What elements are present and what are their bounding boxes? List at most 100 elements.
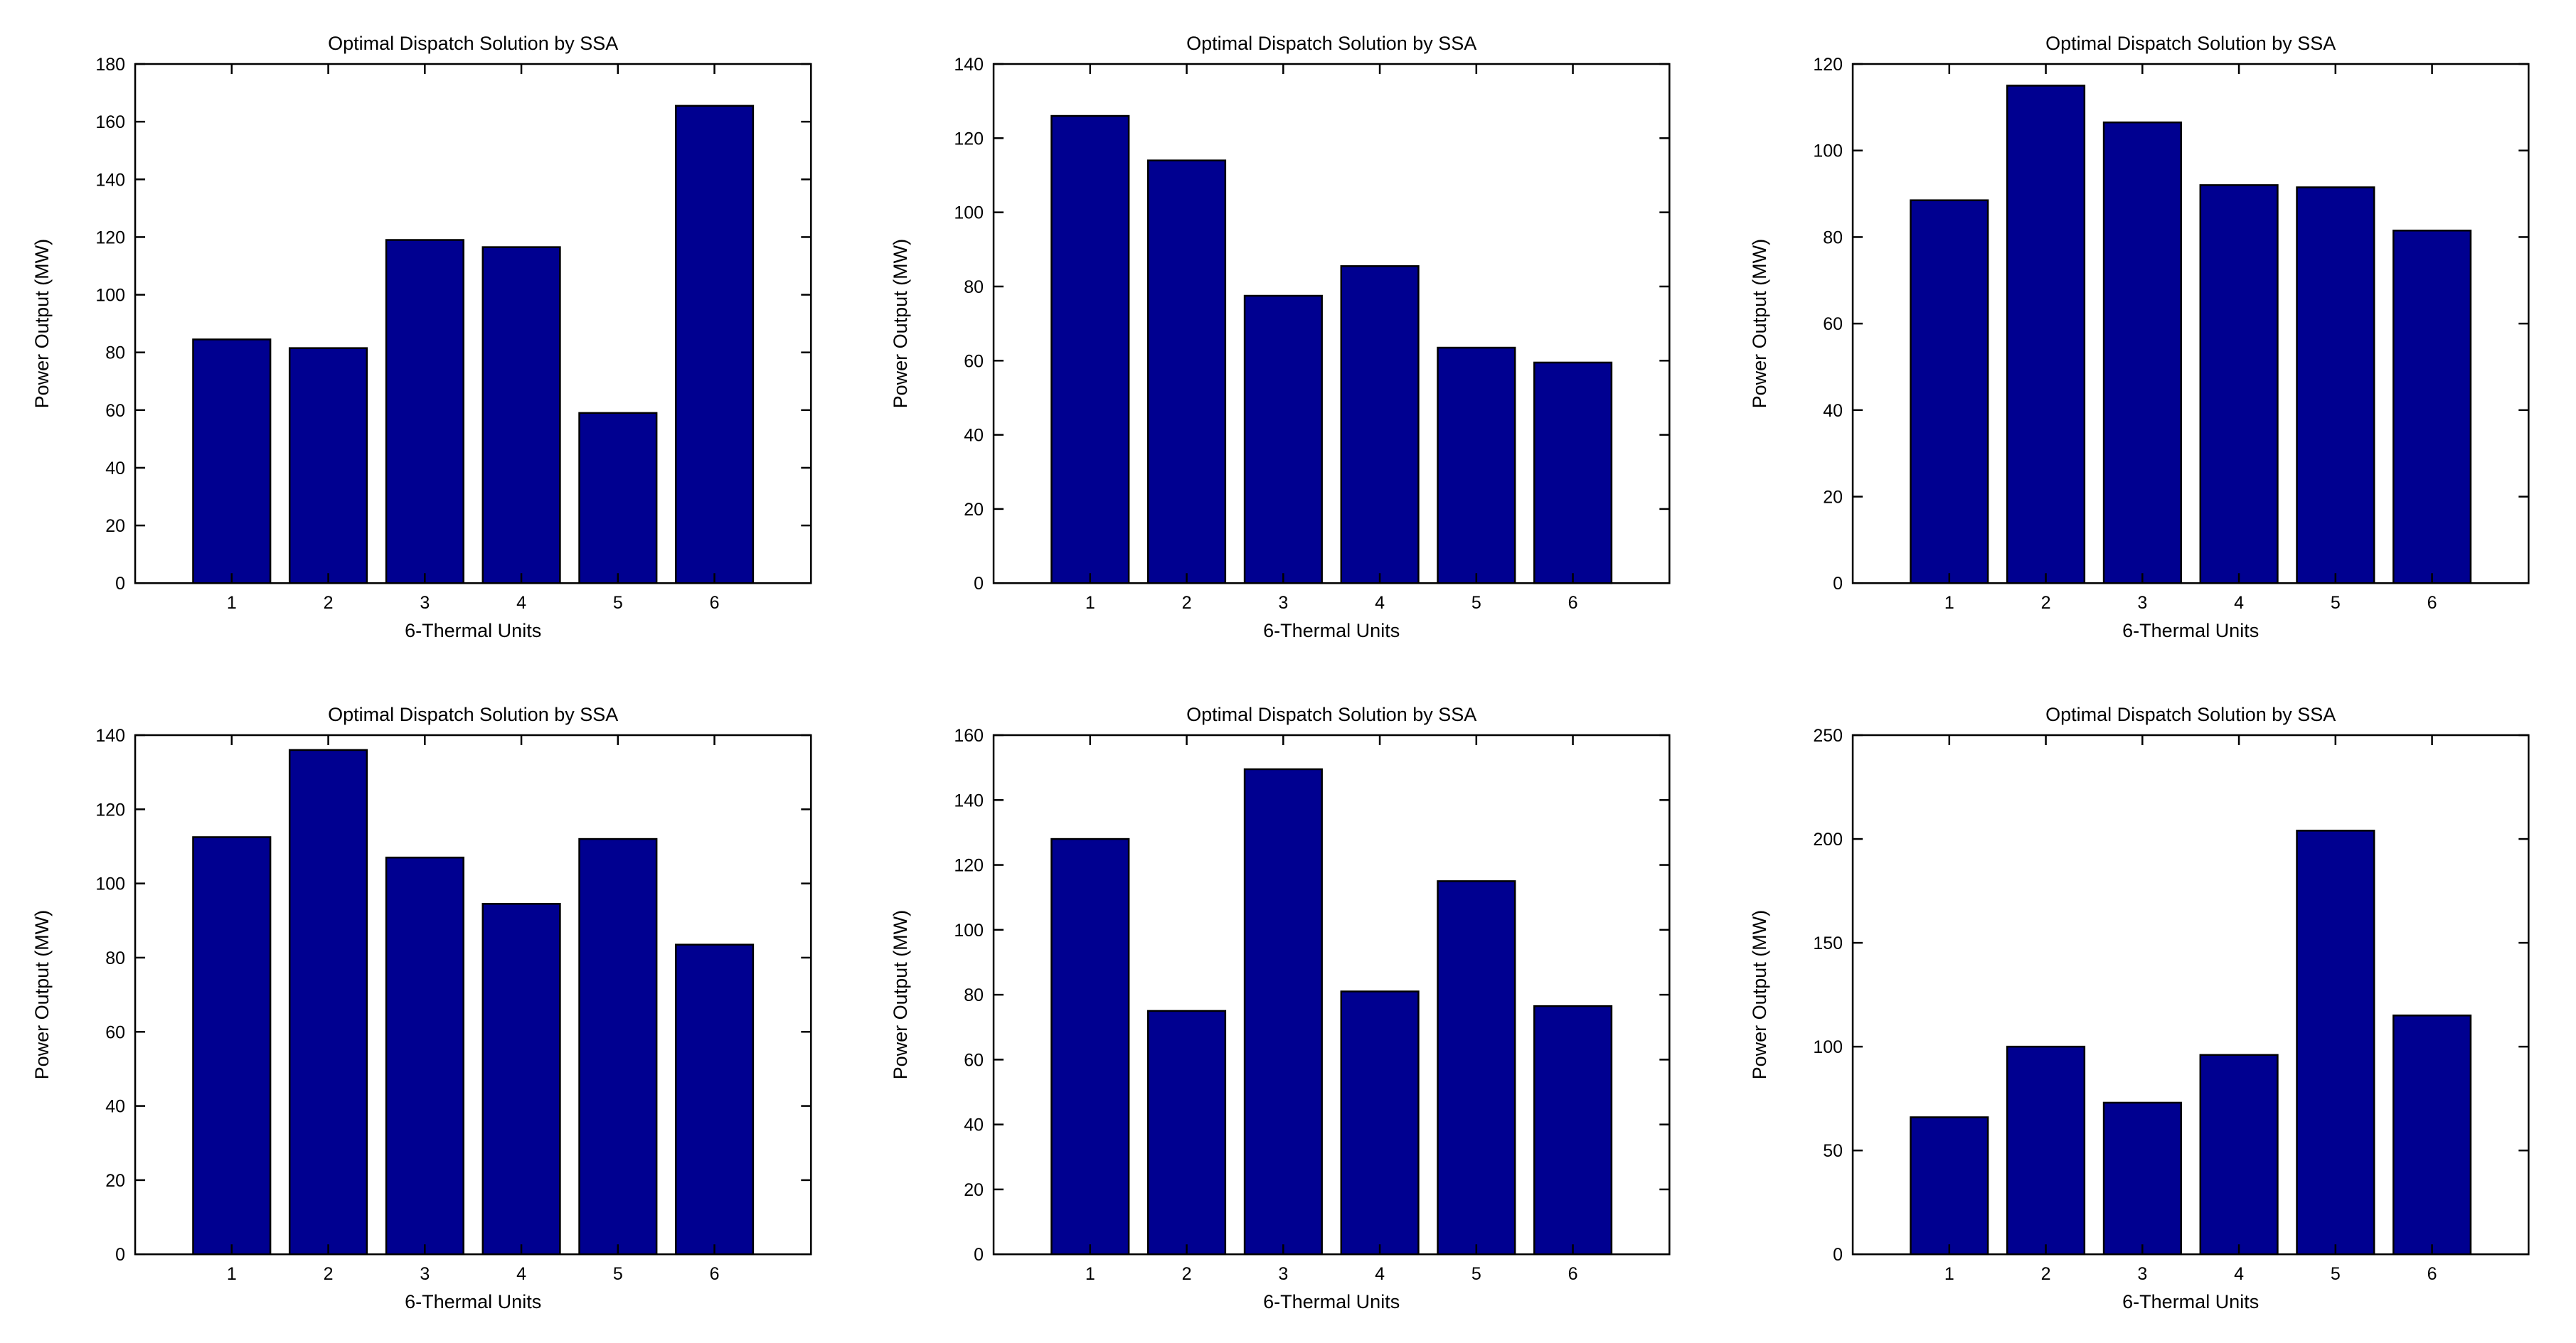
y-tick-label: 20 xyxy=(1823,488,1843,508)
bar-chart-6: 0 50 100 150 200 250 1 2 3 4 5 6 Optimal Dispatch So… xyxy=(1749,704,2530,1313)
y-tick-label: 120 xyxy=(95,801,125,820)
chart-title: Optimal Dispatch Solution by SSA xyxy=(328,33,618,54)
bar xyxy=(1244,294,1324,584)
x-tick-label: 1 xyxy=(227,593,237,613)
bar xyxy=(675,105,755,584)
bar xyxy=(2006,85,2085,584)
x-tick-label: 2 xyxy=(1182,1265,1192,1285)
x-tick-label: 3 xyxy=(420,1265,430,1285)
plot-box xyxy=(993,63,1671,584)
bar xyxy=(1533,1005,1613,1256)
x-axis-label: 6-Thermal Units xyxy=(405,620,541,641)
y-tick-label: 60 xyxy=(105,1023,125,1043)
y-tick-label: 40 xyxy=(105,459,125,478)
x-tick-label: 3 xyxy=(2137,593,2147,613)
x-tick-label: 4 xyxy=(2234,1265,2244,1285)
x-tick-label: 1 xyxy=(1085,593,1095,613)
y-tick-label: 120 xyxy=(954,856,984,876)
bar xyxy=(675,943,755,1256)
y-tick-label: 80 xyxy=(964,277,984,297)
bar xyxy=(1147,1010,1227,1256)
bar xyxy=(2199,1054,2279,1256)
x-tick-label: 6 xyxy=(1568,1265,1578,1285)
y-tick-label: 120 xyxy=(95,228,125,247)
chart-cell-5: 0 20 40 60 80 100 120 140 160 1 2 3 4 5 6 Optimal Dispa… xyxy=(858,671,1718,1343)
x-tick-label: 1 xyxy=(1944,593,1954,613)
y-axis-label: Power Output (MW) xyxy=(31,239,53,409)
x-tick-label: 6 xyxy=(1568,593,1578,613)
plot-box xyxy=(134,734,812,1256)
bar xyxy=(2295,186,2375,584)
plot-box xyxy=(134,63,812,584)
x-tick-label: 4 xyxy=(516,1265,526,1285)
bar xyxy=(2199,184,2279,584)
x-tick-label: 5 xyxy=(613,593,623,613)
x-tick-label: 3 xyxy=(420,593,430,613)
x-tick-label: 6 xyxy=(2427,1265,2437,1285)
y-tick-label: 100 xyxy=(954,921,984,941)
y-tick-label: 40 xyxy=(964,1115,984,1135)
y-tick-label: 160 xyxy=(95,112,125,132)
bar-chart-4: 0 20 40 60 80 100 120 140 1 2 3 4 5 6 Optimal Dispatch… xyxy=(31,704,812,1313)
chart-title: Optimal Dispatch Solution by SSA xyxy=(1186,704,1476,725)
y-axis-label: Power Output (MW) xyxy=(31,910,53,1080)
x-tick-label: 4 xyxy=(1375,1265,1385,1285)
chart-cell-4: 0 20 40 60 80 100 120 140 1 2 3 4 5 6 Optimal Dispatch… xyxy=(0,671,859,1343)
bar xyxy=(385,239,464,584)
bar xyxy=(1533,361,1613,584)
y-tick-label: 150 xyxy=(1813,933,1843,953)
y-tick-label: 50 xyxy=(1823,1141,1843,1161)
x-tick-label: 5 xyxy=(1471,593,1481,613)
y-tick-label: 140 xyxy=(95,170,125,190)
y-tick-label: 100 xyxy=(1813,141,1843,161)
bar xyxy=(481,903,561,1256)
x-tick-label: 5 xyxy=(2331,1265,2341,1285)
x-tick-label: 5 xyxy=(2331,593,2341,613)
y-tick-label: 60 xyxy=(105,401,125,421)
bar xyxy=(1909,199,1989,584)
bar xyxy=(1340,265,1420,584)
y-tick-label: 80 xyxy=(105,343,125,363)
bar xyxy=(2102,1101,2182,1256)
y-tick-label: 100 xyxy=(1813,1037,1843,1057)
bar-chart-1: 0 20 40 60 80 100 120 140 160 180 1 2 3 4 5 6 Optimal Di… xyxy=(31,33,812,641)
chart-cell-2: 0 20 40 60 80 100 120 140 1 2 3 4 5 6 Optimal Dispatch… xyxy=(858,0,1718,672)
bar-chart-2: 0 20 40 60 80 100 120 140 1 2 3 4 5 6 Optimal Dispatch… xyxy=(890,33,1671,641)
bar xyxy=(192,836,272,1256)
y-tick-label: 20 xyxy=(964,1180,984,1200)
y-tick-label: 20 xyxy=(105,516,125,536)
y-tick-label: 100 xyxy=(954,203,984,223)
y-tick-label: 60 xyxy=(964,1051,984,1071)
y-tick-label: 120 xyxy=(1813,55,1843,75)
y-tick-label: 20 xyxy=(105,1171,125,1191)
bar xyxy=(1340,990,1420,1256)
x-axis-label: 6-Thermal Units xyxy=(1263,1292,1400,1313)
plot-box xyxy=(1851,734,2530,1256)
y-tick-label: 140 xyxy=(954,55,984,75)
x-tick-label: 3 xyxy=(2137,1265,2147,1285)
y-tick-label: 80 xyxy=(964,985,984,1005)
y-axis-label: Power Output (MW) xyxy=(1749,239,1770,409)
y-tick-label: 0 xyxy=(115,574,125,594)
y-axis-label: Power Output (MW) xyxy=(890,910,911,1080)
y-tick-label: 40 xyxy=(964,426,984,446)
x-tick-label: 5 xyxy=(1471,1265,1481,1285)
x-tick-label: 6 xyxy=(710,593,720,613)
y-tick-label: 40 xyxy=(1823,401,1843,421)
y-axis-label: Power Output (MW) xyxy=(890,239,911,409)
chart-title: Optimal Dispatch Solution by SSA xyxy=(1186,33,1476,54)
bar xyxy=(288,347,368,584)
y-tick-label: 140 xyxy=(954,791,984,811)
y-tick-label: 200 xyxy=(1813,830,1843,850)
y-tick-label: 0 xyxy=(115,1245,125,1265)
chart-title: Optimal Dispatch Solution by SSA xyxy=(2045,33,2336,54)
y-tick-label: 100 xyxy=(95,874,125,894)
y-tick-label: 180 xyxy=(95,55,125,75)
y-tick-label: 0 xyxy=(974,574,984,594)
bar-chart-3: 0 20 40 60 80 100 120 1 2 3 4 5 6 Optimal Dispatch So… xyxy=(1749,33,2530,641)
bar xyxy=(481,246,561,584)
x-tick-label: 2 xyxy=(324,593,334,613)
bar xyxy=(2006,1046,2085,1256)
chart-title: Optimal Dispatch Solution by SSA xyxy=(2045,704,2336,725)
